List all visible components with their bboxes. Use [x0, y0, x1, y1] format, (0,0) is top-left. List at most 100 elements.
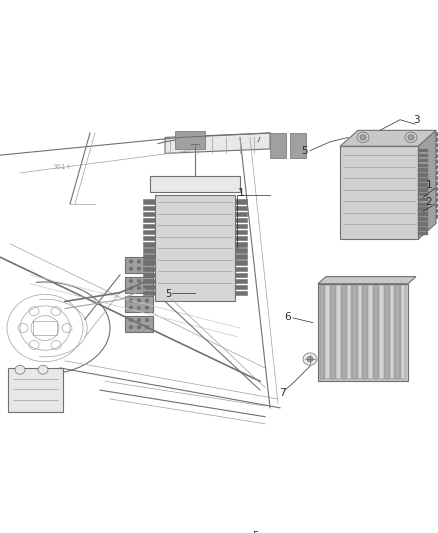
Bar: [235, 273, 247, 277]
Bar: [143, 261, 155, 265]
Bar: [235, 230, 247, 235]
Bar: [143, 218, 155, 222]
Polygon shape: [436, 134, 438, 142]
Bar: [352, 286, 357, 379]
Polygon shape: [436, 183, 438, 191]
Bar: [143, 273, 155, 277]
Circle shape: [145, 279, 149, 283]
Text: 3: 3: [413, 115, 419, 125]
Bar: [418, 222, 428, 225]
Circle shape: [137, 306, 141, 310]
Bar: [368, 286, 373, 379]
Bar: [235, 279, 247, 283]
Bar: [143, 248, 155, 253]
Circle shape: [38, 365, 48, 374]
Circle shape: [145, 286, 149, 290]
Bar: [347, 286, 351, 379]
Circle shape: [137, 260, 141, 263]
Bar: [143, 279, 155, 283]
Bar: [125, 277, 153, 293]
Bar: [33, 321, 57, 335]
Bar: [418, 168, 428, 172]
Polygon shape: [436, 205, 438, 213]
Bar: [390, 286, 394, 379]
Bar: [385, 286, 389, 379]
Circle shape: [15, 365, 25, 374]
Bar: [8, 368, 63, 412]
Circle shape: [405, 132, 417, 143]
Polygon shape: [165, 133, 270, 154]
Bar: [143, 230, 155, 235]
Text: 7: 7: [279, 388, 285, 398]
Polygon shape: [436, 195, 438, 203]
Bar: [155, 195, 235, 302]
Bar: [143, 266, 155, 271]
Bar: [418, 178, 428, 182]
Circle shape: [357, 132, 369, 143]
Bar: [325, 286, 330, 379]
Circle shape: [137, 299, 141, 302]
Circle shape: [129, 260, 133, 263]
Bar: [143, 206, 155, 210]
Polygon shape: [418, 131, 436, 239]
Circle shape: [129, 299, 133, 302]
Bar: [418, 183, 428, 187]
Bar: [235, 224, 247, 228]
Circle shape: [303, 353, 317, 365]
Bar: [418, 159, 428, 162]
Bar: [418, 232, 428, 236]
Bar: [143, 224, 155, 228]
Bar: [418, 203, 428, 206]
Bar: [143, 285, 155, 289]
Bar: [235, 261, 247, 265]
Bar: [418, 212, 428, 216]
Bar: [235, 236, 247, 240]
Bar: [150, 175, 240, 191]
Polygon shape: [436, 211, 438, 219]
Circle shape: [145, 325, 149, 329]
Bar: [175, 131, 205, 149]
Bar: [235, 212, 247, 216]
Bar: [235, 199, 247, 204]
Circle shape: [145, 260, 149, 263]
Circle shape: [360, 135, 366, 140]
Bar: [418, 198, 428, 201]
Bar: [363, 286, 367, 379]
Circle shape: [190, 139, 200, 148]
Bar: [320, 286, 325, 379]
Bar: [270, 133, 286, 158]
Text: 301+: 301+: [52, 164, 72, 169]
Circle shape: [129, 279, 133, 283]
Bar: [342, 286, 346, 379]
Circle shape: [137, 325, 141, 329]
Bar: [331, 286, 335, 379]
Bar: [235, 266, 247, 271]
Bar: [374, 286, 378, 379]
Polygon shape: [340, 131, 436, 146]
Circle shape: [129, 318, 133, 322]
Bar: [357, 286, 362, 379]
Text: 6: 6: [285, 312, 291, 322]
Bar: [143, 242, 155, 247]
Bar: [418, 154, 428, 157]
Bar: [125, 296, 153, 312]
Circle shape: [129, 286, 133, 290]
Bar: [125, 257, 153, 273]
Circle shape: [137, 318, 141, 322]
Circle shape: [145, 306, 149, 310]
Bar: [418, 164, 428, 167]
Bar: [418, 188, 428, 191]
Polygon shape: [436, 128, 438, 136]
Bar: [418, 207, 428, 211]
Bar: [143, 199, 155, 204]
Bar: [143, 254, 155, 259]
Polygon shape: [318, 277, 416, 284]
Text: 5: 5: [302, 146, 308, 156]
Polygon shape: [436, 178, 438, 186]
Text: 5: 5: [252, 531, 258, 533]
Circle shape: [129, 325, 133, 329]
Circle shape: [137, 267, 141, 270]
Polygon shape: [436, 140, 438, 148]
Polygon shape: [436, 145, 438, 153]
Bar: [379, 286, 384, 379]
